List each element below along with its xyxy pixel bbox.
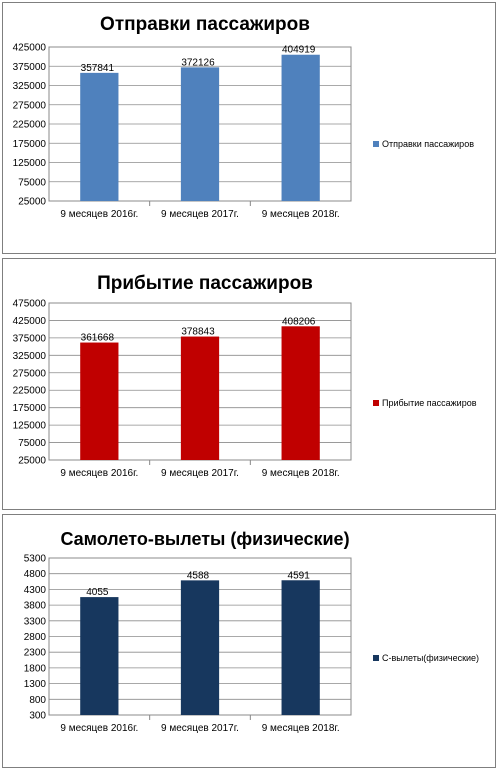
x-tick-label: 9 месяцев 2016г. [60, 468, 138, 479]
x-tick-label: 9 месяцев 2017г. [161, 209, 239, 220]
data-label: 4588 [187, 570, 210, 581]
bar [80, 597, 119, 715]
y-tick-label: 275000 [13, 100, 47, 111]
legend-label: С-вылеты(физические) [382, 653, 479, 663]
y-tick-label: 4800 [24, 569, 47, 580]
y-tick-label: 225000 [13, 120, 47, 131]
bar [281, 326, 320, 460]
x-tick-label: 9 месяцев 2017г. [161, 468, 239, 479]
bar [180, 336, 220, 460]
chart-panel-flights: Самолето-вылеты (физические) 300 800 1300 18… [2, 514, 496, 768]
x-tick-label: 9 месяцев 2016г. [60, 209, 138, 220]
y-tick-label: 75000 [18, 438, 46, 449]
x-tick-label: 9 месяцев 2018г. [262, 209, 340, 220]
y-tick-label: 5300 [24, 554, 47, 565]
y-tick-label: 3300 [24, 616, 47, 627]
data-label: 404919 [282, 45, 316, 56]
y-tick-label: 125000 [13, 421, 47, 432]
y-tick-label: 475000 [13, 299, 47, 310]
y-tick-label: 300 [29, 711, 46, 722]
data-label: 408206 [282, 316, 316, 327]
y-tick-label: 2300 [24, 648, 47, 659]
chart-departures: Отправки пассажиров 25000 75000 125000 17500… [13, 14, 475, 220]
data-label: 378843 [181, 327, 215, 338]
chart-title: Самолето-вылеты (физические) [60, 529, 349, 549]
legend-label: Прибытие пассажиров [382, 398, 477, 408]
legend-swatch [373, 400, 379, 406]
y-tick-label: 3800 [24, 601, 47, 612]
chart-panel-departures: Отправки пассажиров 25000 75000 125000 17500… [2, 2, 496, 254]
data-label: 4591 [288, 570, 311, 581]
x-tick-label: 9 месяцев 2016г. [60, 723, 138, 734]
bar [80, 342, 119, 460]
y-tick-label: 325000 [13, 81, 47, 92]
y-tick-label: 1800 [24, 663, 47, 674]
y-tick-label: 175000 [13, 139, 47, 150]
bar [80, 72, 119, 201]
y-tick-label: 25000 [18, 197, 46, 208]
bar [281, 54, 320, 201]
y-tick-label: 800 [29, 695, 46, 706]
chart-title: Отправки пассажиров [100, 14, 310, 35]
y-tick-label: 75000 [18, 177, 46, 188]
x-tick-label: 9 месяцев 2017г. [161, 723, 239, 734]
data-label: 361668 [81, 333, 115, 344]
y-tick-label: 25000 [18, 456, 46, 467]
y-tick-label: 375000 [13, 62, 47, 73]
data-label: 4055 [86, 587, 109, 598]
y-tick-label: 375000 [13, 333, 47, 344]
chart-flights: Самолето-вылеты (физические) 300 800 1300 18… [24, 529, 479, 734]
y-tick-label: 175000 [13, 403, 47, 414]
y-tick-label: 325000 [13, 351, 47, 362]
y-tick-label: 2800 [24, 632, 47, 643]
y-tick-label: 275000 [13, 368, 47, 379]
y-tick-label: 1300 [24, 679, 47, 690]
legend-swatch [373, 141, 379, 147]
y-tick-label: 125000 [13, 158, 47, 169]
legend-swatch [373, 655, 379, 661]
chart-panel-arrivals: Прибытие пассажиров 25000 75000 125000 17500… [2, 258, 496, 510]
y-tick-label: 225000 [13, 386, 47, 397]
chart-arrivals: Прибытие пассажиров 25000 75000 125000 17500… [13, 273, 477, 479]
y-tick-label: 4300 [24, 585, 47, 596]
y-tick-label: 425000 [13, 43, 47, 54]
bar [180, 580, 220, 715]
chart-title: Прибытие пассажиров [97, 273, 313, 294]
y-tick-label: 425000 [13, 316, 47, 327]
x-tick-label: 9 месяцев 2018г. [262, 468, 340, 479]
bar [281, 580, 320, 715]
data-label: 357841 [81, 63, 115, 74]
data-label: 372126 [181, 57, 215, 68]
bar [180, 67, 220, 201]
legend-label: Отправки пассажиров [382, 139, 474, 149]
x-tick-label: 9 месяцев 2018г. [262, 723, 340, 734]
